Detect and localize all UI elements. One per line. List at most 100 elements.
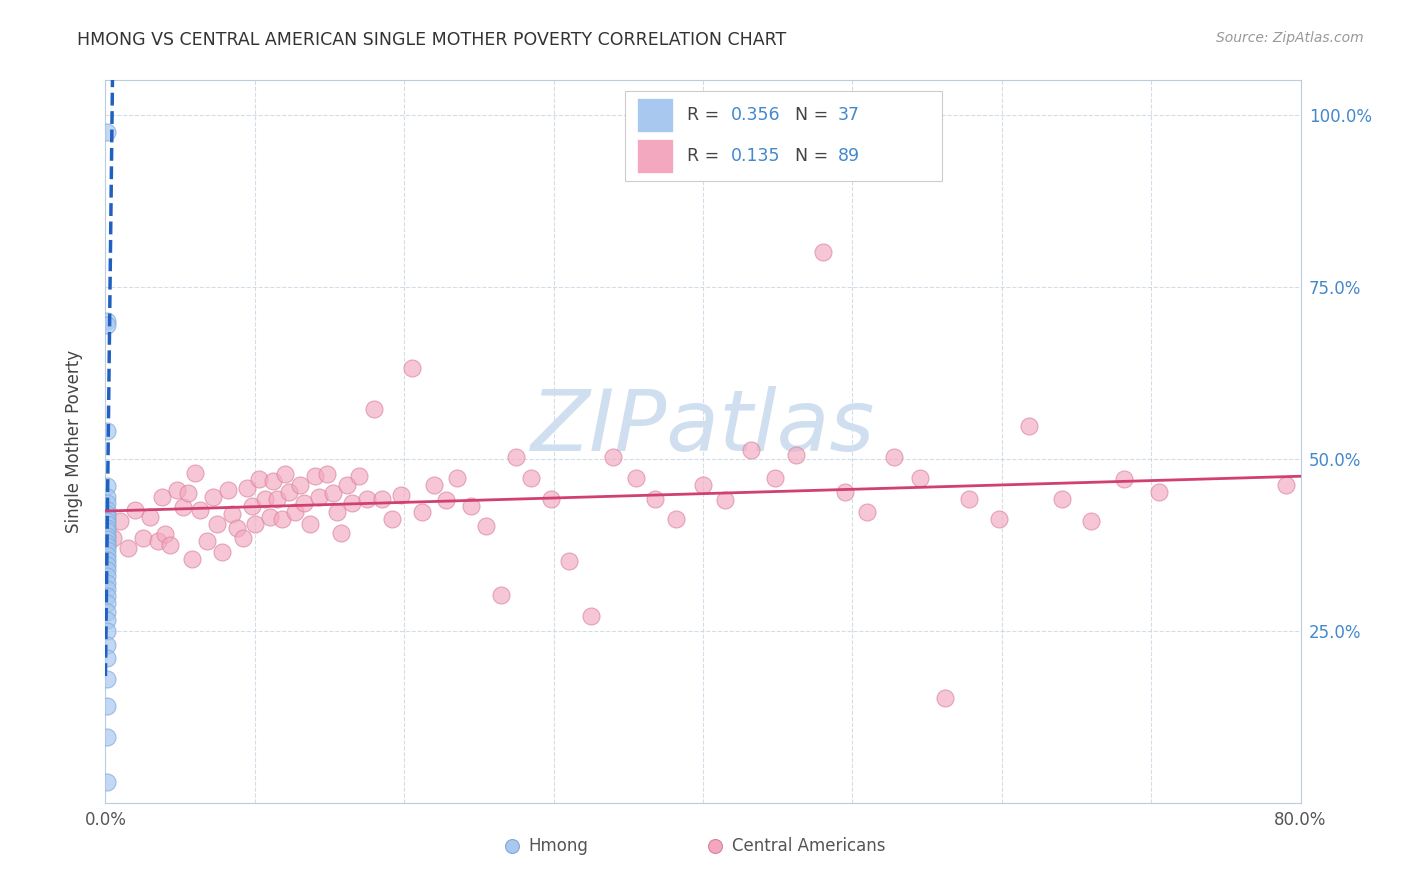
Point [908, 471, 931, 485]
Point [505, 450, 527, 465]
Bar [637, 139, 673, 173]
Text: R =: R = [688, 147, 725, 165]
Text: 37: 37 [838, 106, 860, 124]
Point [811, 245, 834, 260]
Point [491, 588, 513, 602]
Point [172, 500, 194, 514]
Point [243, 517, 266, 532]
Text: ZIPatlas: ZIPatlas [531, 385, 875, 468]
Point [883, 450, 905, 465]
Point [96, 699, 118, 714]
Point [96, 575, 118, 590]
Point [692, 478, 714, 492]
Point [96, 314, 118, 328]
Point [1114, 472, 1136, 486]
Point [96, 558, 118, 573]
Point [557, 553, 579, 567]
Point [957, 491, 980, 506]
Point [110, 514, 132, 528]
Point [665, 512, 688, 526]
Point [288, 478, 311, 492]
Point [96, 535, 118, 549]
Point [96, 590, 118, 604]
Point [785, 448, 807, 462]
Point [356, 491, 378, 506]
Point [96, 318, 118, 332]
Point [273, 467, 295, 481]
Point [1274, 478, 1296, 492]
Point [236, 481, 259, 495]
Point [389, 487, 412, 501]
Point [446, 471, 468, 485]
Text: 0.356: 0.356 [731, 106, 780, 124]
Point [232, 531, 254, 545]
Point [96, 490, 118, 504]
Point [644, 491, 666, 506]
Point [96, 533, 118, 547]
Point [602, 450, 624, 465]
Text: Source: ZipAtlas.com: Source: ZipAtlas.com [1216, 31, 1364, 45]
Point [150, 490, 173, 504]
Text: N =: N = [794, 147, 834, 165]
Point [349, 469, 371, 483]
Point [176, 486, 198, 500]
Point [520, 471, 543, 485]
Point [270, 512, 292, 526]
Point [217, 483, 239, 497]
Text: R =: R = [688, 106, 725, 124]
Y-axis label: Single Mother Poverty: Single Mother Poverty [65, 350, 83, 533]
Point [371, 491, 394, 506]
Point [96, 553, 118, 567]
Point [96, 507, 118, 521]
Point [308, 490, 330, 504]
Point [96, 548, 118, 562]
Point [262, 474, 284, 488]
Point [96, 614, 118, 628]
Point [124, 503, 146, 517]
Point [96, 510, 118, 524]
Point [304, 469, 326, 483]
Point [1080, 514, 1102, 528]
Point [401, 360, 423, 375]
Point [96, 775, 118, 789]
Point [96, 582, 118, 597]
Bar [637, 97, 673, 132]
Point [987, 512, 1010, 526]
Point [411, 505, 433, 519]
Point [96, 568, 118, 582]
Point [202, 490, 225, 504]
Point [434, 493, 457, 508]
Point [96, 503, 118, 517]
FancyBboxPatch shape [626, 91, 942, 181]
Point [423, 478, 446, 492]
Point [240, 499, 263, 513]
Point [1147, 484, 1170, 499]
Point [330, 526, 353, 541]
Point [740, 443, 762, 458]
Point [326, 505, 349, 519]
Point [96, 125, 118, 139]
Point [381, 512, 404, 526]
Point [315, 467, 337, 481]
Point [96, 596, 118, 610]
Point [207, 517, 229, 532]
Point [834, 484, 856, 499]
Point [96, 563, 118, 577]
Point [96, 517, 118, 532]
Point [96, 424, 118, 438]
Point [363, 402, 385, 417]
Point [146, 534, 169, 549]
Text: Hmong: Hmong [529, 838, 588, 855]
Point [714, 493, 737, 508]
Point [96, 672, 118, 686]
Point [96, 539, 118, 553]
Point [96, 496, 118, 510]
Point [1018, 418, 1040, 433]
Point [181, 551, 204, 566]
Point [266, 491, 288, 506]
Point [856, 505, 879, 519]
Point [96, 514, 118, 528]
Point [159, 538, 181, 552]
Point [96, 524, 118, 538]
Point [117, 541, 139, 556]
